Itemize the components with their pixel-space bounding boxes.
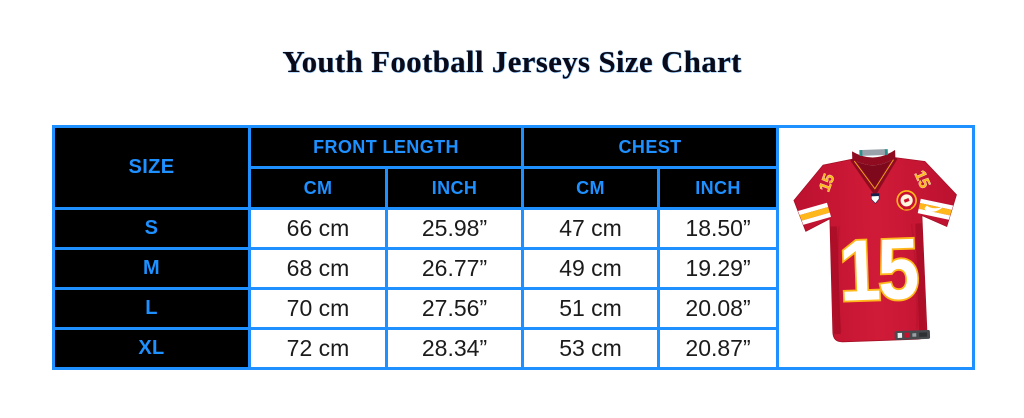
column-header-front-length: FRONT LENGTH: [247, 125, 525, 169]
right-shoulder-number: 15: [911, 168, 934, 191]
table-row-xl: XL 72 cm 28.34” 53 cm 20.87”: [52, 327, 974, 370]
front-length-inch-cell: 28.34”: [384, 327, 525, 370]
collar-hanger-end: [859, 149, 863, 156]
front-length-cm-cell: 66 cm: [248, 207, 388, 250]
chest-cm-cell: 51 cm: [521, 287, 661, 330]
column-header-front-inch: INCH: [384, 166, 525, 210]
size-chart-table: SIZE FRONT LENGTH CHEST: [52, 125, 976, 370]
front-length-inch-cell: 26.77”: [384, 247, 525, 290]
chest-inch-cell: 19.29”: [657, 247, 780, 290]
v-neck-gold-piping: [853, 159, 894, 190]
front-length-cm-cell: 70 cm: [248, 287, 388, 330]
left-mesh-panel: [830, 226, 841, 335]
v-neck-trim: [850, 156, 898, 197]
header-row-groups: SIZE FRONT LENGTH CHEST: [52, 125, 976, 370]
column-header-chest-inch: INCH: [657, 166, 780, 210]
page-title: Youth Football Jerseys Size Chart: [282, 44, 742, 79]
size-cell: M: [52, 247, 251, 290]
size-cell: S: [52, 207, 251, 250]
fabric-wrinkle: [910, 223, 918, 330]
jock-tag: [894, 330, 931, 340]
chest-cm-cell: 53 cm: [521, 327, 661, 370]
chest-cm-cell: 47 cm: [521, 207, 661, 250]
table-row-s: S 66 cm 25.98” 47 cm 18.50”: [52, 207, 974, 250]
size-cell: XL: [52, 327, 251, 370]
table-row-m: M 68 cm 26.77” 49 cm 19.29”: [52, 247, 974, 290]
chest-inch-cell: 20.87”: [657, 327, 780, 370]
table-row-l: L 70 cm 27.56” 51 cm 20.08”: [52, 287, 974, 330]
collar-hanger-strip: [860, 149, 887, 156]
left-shoulder-number: 15: [816, 171, 838, 193]
chest-inch-cell: 20.08”: [657, 287, 780, 330]
nfl-shield-logo: [870, 193, 880, 204]
column-header-size: SIZE: [52, 125, 251, 210]
right-mesh-panel: [915, 223, 926, 332]
column-header-chest-cm: CM: [521, 166, 661, 210]
team-patch: [896, 190, 917, 211]
front-length-inch-cell: 27.56”: [384, 287, 525, 330]
chest-cm-cell: 49 cm: [521, 247, 661, 290]
collar-inner-shadow: [852, 157, 896, 192]
header-row-units: CM INCH CM INCH: [54, 166, 974, 210]
front-length-cm-cell: 72 cm: [248, 327, 388, 370]
fabric-wrinkle: [836, 226, 842, 333]
jersey-image: 15 15 15: [779, 130, 973, 365]
chest-inch-cell: 18.50”: [657, 207, 780, 250]
column-header-front-cm: CM: [248, 166, 388, 210]
front-length-inch-cell: 25.98”: [384, 207, 525, 250]
size-cell: L: [52, 287, 251, 330]
collar-back-band: [852, 149, 896, 166]
chest-number: 15: [837, 221, 919, 320]
collar-hanger-end: [884, 149, 888, 156]
swoosh-logo: [924, 205, 944, 212]
column-header-chest: CHEST: [521, 125, 780, 169]
front-length-cm-cell: 68 cm: [248, 247, 388, 290]
jersey-image-cell: 15 15 15: [776, 125, 976, 370]
